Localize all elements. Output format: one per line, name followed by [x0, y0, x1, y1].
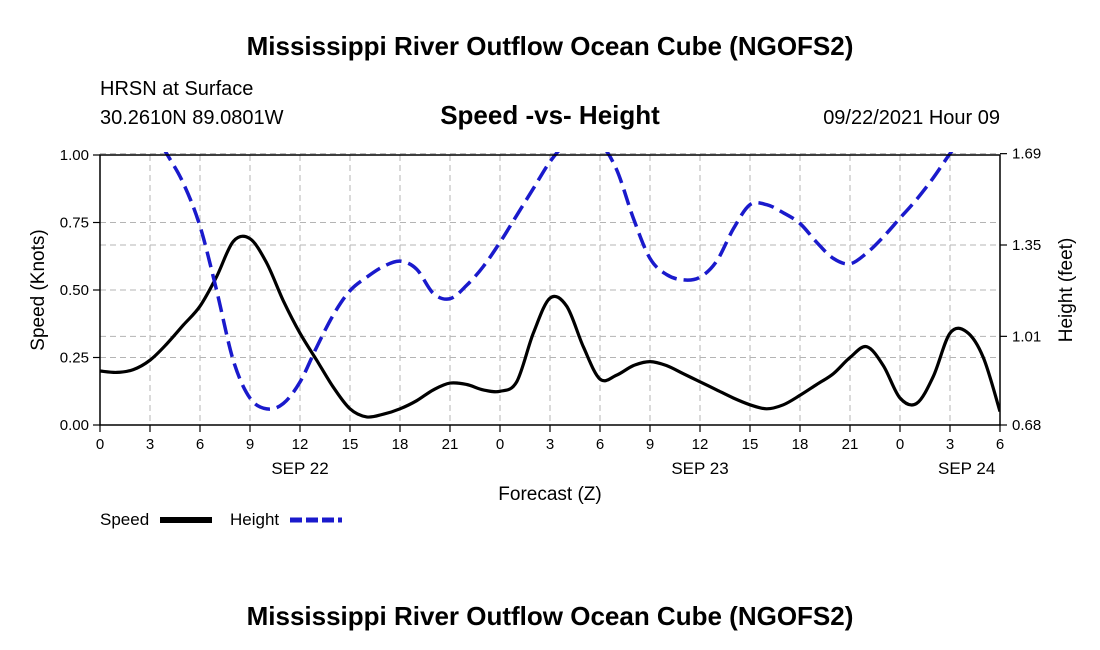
x-tick-label: 0 [896, 436, 904, 453]
y-axis-title: Speed (Knots) [28, 229, 49, 350]
y2-axis-title: Height (feet) [1056, 238, 1077, 343]
x-tick-label: 6 [996, 436, 1004, 453]
main-title-bottom: Mississippi River Outflow Ocean Cube (NG… [247, 601, 854, 631]
x-tick-label: 0 [496, 436, 504, 453]
speed-series-line [100, 234, 1000, 419]
y2-tick-label: 0.68 [1012, 417, 1041, 434]
x-tick-label: 3 [546, 436, 554, 453]
x-tick-label: 9 [246, 436, 254, 453]
x-tick-label: 6 [196, 436, 204, 453]
y-tick-label: 1.00 [60, 147, 89, 164]
axis-ticks: 0 3 6 9 12 15 18 21 0 3 6 9 12 15 18 21 0 3 6 SEP 22 SEP 23 S… [60, 146, 1041, 478]
coordinates-label: 30.2610N 89.0801W [100, 107, 284, 129]
x-tick-label: 3 [146, 436, 154, 453]
x-tick-label: 21 [842, 436, 859, 453]
x-tick-label: 15 [342, 436, 359, 453]
date-label: SEP 22 [271, 459, 328, 478]
series-group [100, 152, 1000, 419]
y-tick-label: 0.50 [60, 282, 89, 299]
main-title-top: Mississippi River Outflow Ocean Cube (NG… [247, 31, 854, 61]
height-series-line [163, 152, 954, 411]
y-tick-label: 0.00 [60, 417, 89, 434]
timestamp-label: 09/22/2021 Hour 09 [823, 107, 1000, 129]
x-axis-title: Forecast (Z) [498, 484, 601, 505]
x-tick-label: 12 [292, 436, 309, 453]
x-tick-label: 18 [392, 436, 409, 453]
x-tick-label: 3 [946, 436, 954, 453]
x-tick-label: 21 [442, 436, 459, 453]
y2-tick-label: 1.69 [1012, 146, 1041, 163]
date-label: SEP 23 [671, 459, 728, 478]
x-tick-label: 6 [596, 436, 604, 453]
x-tick-label: 12 [692, 436, 709, 453]
x-tick-label: 18 [792, 436, 809, 453]
x-tick-label: 15 [742, 436, 759, 453]
legend-speed-label: Speed [100, 510, 149, 529]
y2-tick-label: 1.35 [1012, 237, 1041, 254]
y-tick-label: 0.25 [60, 350, 89, 367]
grid-lines [100, 153, 1000, 426]
legend-height-label: Height [230, 510, 279, 529]
date-label: SEP 24 [938, 459, 995, 478]
chart-title: Speed -vs- Height [440, 100, 660, 130]
y2-tick-label: 1.01 [1012, 328, 1041, 345]
y-tick-label: 0.75 [60, 215, 89, 232]
x-tick-label: 9 [646, 436, 654, 453]
legend: Speed Height [100, 510, 342, 529]
x-tick-label: 0 [96, 436, 104, 453]
station-label: HRSN at Surface [100, 78, 253, 100]
